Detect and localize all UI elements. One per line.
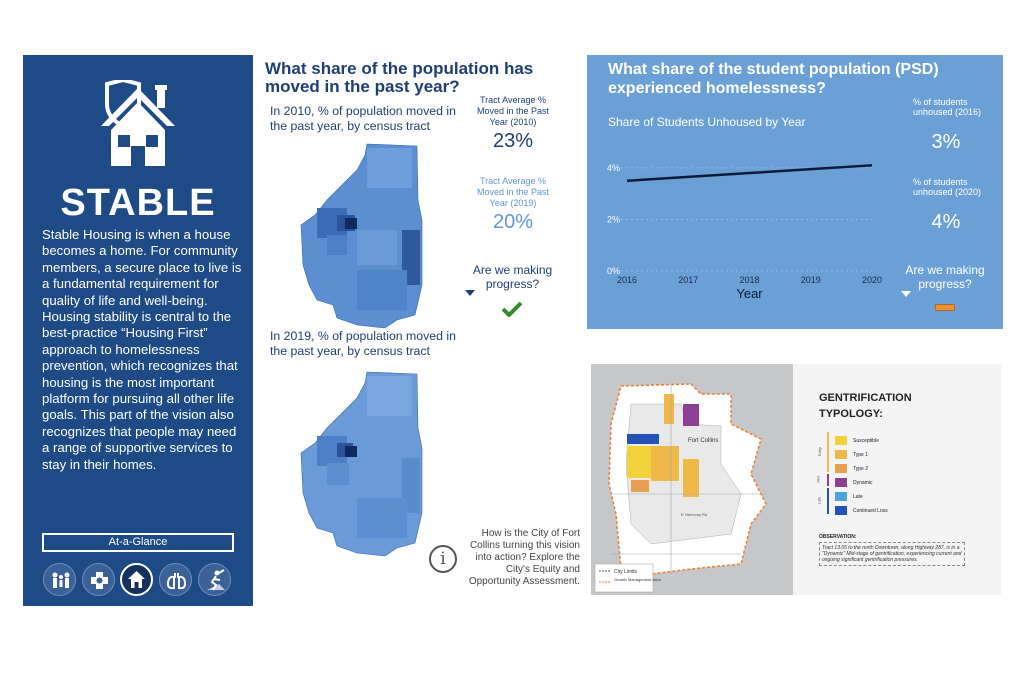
gentrification-legend: GENTRIFICATION TYPOLOGY: Susceptible Type… xyxy=(793,364,1001,595)
map-legend-city: City Limits xyxy=(614,569,638,575)
tract-map-2019 xyxy=(300,371,423,557)
legend-title-1: GENTRIFICATION xyxy=(819,392,912,404)
stat-2020-value: 4% xyxy=(931,211,961,233)
legend-item: Late xyxy=(835,488,863,502)
stat-2020-label: % of students unhoused (2020) xyxy=(913,177,982,197)
info-text[interactable]: How is the City of Fort Collins turning … xyxy=(468,528,580,587)
stat-2019-value: 20% xyxy=(492,211,534,233)
legend-group-label: Early xyxy=(817,446,823,457)
legend-item: Continued Loss xyxy=(835,502,888,516)
y-tick-label: 4% xyxy=(607,163,620,173)
chart-subtitle: Share of Students Unhoused by Year xyxy=(608,115,806,129)
stat-2019-label: Tract Average % Moved in the Past Year (… xyxy=(476,176,550,208)
x-tick-label: 2018 xyxy=(739,275,759,285)
x-tick-label: 2020 xyxy=(862,275,882,285)
legend-item: Type 1 xyxy=(835,446,869,460)
map-2010-caption: In 2010, % of population moved in the pa… xyxy=(270,104,456,133)
stat-2010-value: 23% xyxy=(492,130,534,152)
legend-label: Susceptible xyxy=(853,437,879,444)
legend-group-bar xyxy=(827,488,829,514)
legend-group-bar xyxy=(827,432,829,472)
map-road-label: E Harmony Rd xyxy=(681,512,707,517)
legend-label: Dynamic xyxy=(853,479,873,486)
legend-group-label: Mid xyxy=(815,476,821,483)
legend-swatch xyxy=(835,478,847,488)
legend-item: Type 2 xyxy=(835,460,869,474)
y-tick-label: 0% xyxy=(607,266,620,276)
lungs-icon[interactable] xyxy=(159,563,192,596)
legend-label: Late xyxy=(853,493,863,500)
family-icon[interactable] xyxy=(43,563,76,596)
legend-list: Susceptible Type 1 Type 2 Dynamic Late Contin… xyxy=(815,430,969,520)
tract-map-2010 xyxy=(300,143,423,329)
map-city-label: Fort Collins xyxy=(688,438,718,444)
stable-title: STABLE xyxy=(60,182,216,224)
home-icon[interactable] xyxy=(120,563,153,596)
checkmark-icon xyxy=(501,301,523,317)
triangle-down-icon[interactable] xyxy=(465,290,475,296)
status-flat-icon xyxy=(935,304,955,311)
climber-icon[interactable] xyxy=(198,563,231,596)
legend-group-label: Late xyxy=(816,496,822,505)
observation-text: Tract 13.05 to the north Downtown, along… xyxy=(819,542,965,566)
stat-2016-label: % of students unhoused (2016) xyxy=(913,97,982,117)
stable-panel: STABLE Stable Housing is when a house be… xyxy=(23,55,253,606)
x-axis-label: Year xyxy=(736,286,763,301)
at-a-glance-button[interactable]: At-a-Glance xyxy=(42,533,234,552)
x-tick-label: 2016 xyxy=(617,275,637,285)
legend-group-bar xyxy=(827,474,829,486)
gentrification-map: Fort Collins E Harmony Rd City Limits Gr… xyxy=(591,364,793,595)
legend-item: Susceptible xyxy=(835,432,879,446)
map-2019-caption: In 2019, % of population moved in the pa… xyxy=(270,329,456,358)
legend-swatch xyxy=(835,492,847,502)
x-tick-label: 2017 xyxy=(678,275,698,285)
house-shield-icon xyxy=(101,80,175,166)
student-question: What share of the student population (PS… xyxy=(608,61,939,97)
legend-swatch xyxy=(835,464,847,474)
y-tick-label: 2% xyxy=(607,214,620,224)
legend-item: Dynamic xyxy=(835,474,873,488)
observation-label: OBSERVATION: xyxy=(819,534,857,540)
student-homelessness-panel: What share of the student population (PS… xyxy=(587,55,1003,329)
legend-label: Continued Loss xyxy=(853,507,888,514)
progress-question-moved: Are we making progress? xyxy=(472,263,553,291)
legend-swatch xyxy=(835,436,847,446)
info-icon[interactable]: i xyxy=(429,545,457,573)
moved-question: What share of the population has moved i… xyxy=(265,59,534,96)
health-cross-icon[interactable] xyxy=(82,563,115,596)
x-tick-label: 2019 xyxy=(801,275,821,285)
unhoused-line-chart: 0% 2% 4% 2016 2017 2018 2019 2020 Year xyxy=(607,163,882,301)
progress-question-students: Are we making progress? xyxy=(905,263,985,291)
legend-label: Type 1 xyxy=(853,451,869,458)
legend-label: Type 2 xyxy=(853,465,869,472)
map-legend-gma: Growth Management Area xyxy=(614,577,661,582)
legend-title-2: TYPOLOGY: xyxy=(819,408,883,420)
stat-2016-value: 3% xyxy=(931,131,961,153)
gentrification-map-panel: Fort Collins E Harmony Rd City Limits Gr… xyxy=(591,364,1001,595)
stat-2010-label: Tract Average % Moved in the Past Year (… xyxy=(476,95,550,127)
legend-swatch xyxy=(835,506,847,516)
stable-description: Stable Housing is when a house becomes a… xyxy=(42,227,242,472)
series-line xyxy=(626,164,873,183)
legend-swatch xyxy=(835,450,847,460)
triangle-down-icon[interactable] xyxy=(901,291,911,297)
